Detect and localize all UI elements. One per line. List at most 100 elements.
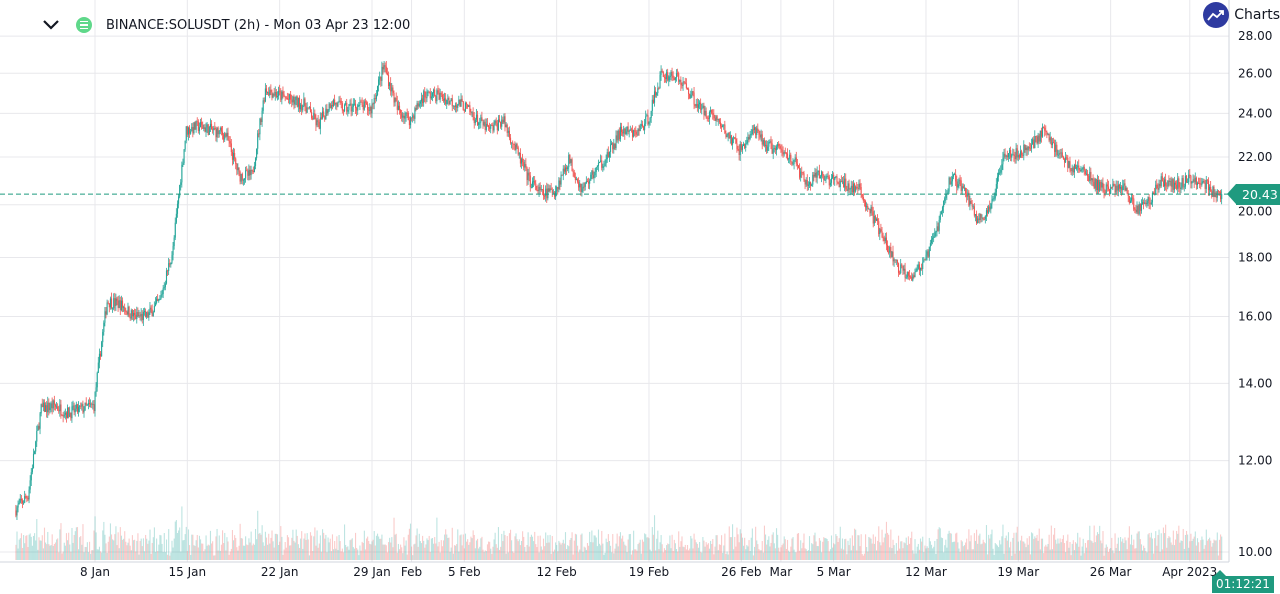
volume-bar	[577, 545, 579, 560]
volume-bar	[1002, 524, 1004, 560]
volume-bar	[1026, 538, 1028, 560]
volume-bar	[595, 537, 597, 560]
volume-bar	[863, 553, 866, 560]
candle-body	[727, 132, 729, 136]
volume-bar	[256, 539, 258, 560]
volume-bar	[533, 541, 535, 560]
candle-body	[236, 163, 238, 171]
candle-body	[1217, 190, 1219, 192]
volume-bar	[806, 550, 808, 560]
volume-bar	[1134, 548, 1136, 560]
volume-bar	[426, 538, 428, 560]
candle-body	[134, 312, 136, 315]
volume-bar	[989, 538, 991, 560]
volume-bar	[1189, 541, 1191, 560]
candle-body	[613, 144, 615, 150]
candle-body	[1098, 180, 1100, 191]
candle-body	[657, 88, 659, 94]
candle-body	[193, 122, 195, 134]
candle-body	[835, 176, 837, 178]
volume-bar	[1023, 541, 1025, 560]
volume-bar	[445, 529, 447, 560]
candle-body	[1113, 183, 1115, 185]
volume-bar	[171, 540, 173, 560]
volume-bar	[257, 510, 259, 560]
brand[interactable]: Charts	[1203, 2, 1280, 28]
candle-body	[482, 120, 484, 126]
volume-bar	[640, 553, 642, 560]
chevron-down-icon[interactable]	[40, 14, 62, 36]
volume-bar	[370, 544, 372, 560]
volume-bar	[593, 535, 595, 560]
candle-body	[1030, 144, 1033, 149]
volume-bar	[638, 542, 640, 560]
volume-bar	[678, 531, 680, 560]
candle-body	[213, 127, 215, 131]
candle-body	[786, 153, 789, 160]
volume-bar	[1046, 546, 1048, 560]
volume-bar	[649, 549, 651, 560]
volume-bar	[387, 542, 390, 560]
volume-bar	[48, 544, 50, 560]
volume-bar	[590, 542, 592, 560]
volume-bar	[161, 543, 163, 560]
time-axis[interactable]: 8 Jan 15 Jan 22 Jan 29 Jan Feb 5 Feb 12 Feb 19 …	[80, 565, 1217, 579]
candle-body	[198, 127, 201, 131]
candle-body	[1114, 184, 1116, 193]
candle-body	[789, 154, 791, 159]
candle-body	[523, 162, 525, 168]
volume-bar	[606, 542, 608, 560]
volume-bar	[524, 546, 526, 560]
candle-body	[269, 89, 271, 96]
candle-body	[1201, 181, 1203, 185]
volume-bar	[641, 539, 643, 560]
candle-body	[397, 105, 399, 110]
candle-body	[819, 176, 822, 179]
volume-bar	[26, 535, 28, 560]
volume-bar	[92, 550, 94, 560]
candle-body	[290, 94, 292, 100]
volume-bar	[192, 534, 194, 560]
grid	[0, 0, 1229, 562]
price-axis[interactable]: 10.0012.0014.0016.0018.0020.0022.0024.00…	[1238, 29, 1272, 559]
candle-body	[578, 181, 580, 188]
volume-bar	[359, 545, 361, 560]
candle-body	[101, 342, 103, 357]
volume-bar	[285, 547, 287, 560]
candle-body	[1107, 186, 1110, 190]
volume-bar	[385, 545, 387, 560]
volume-bar	[124, 531, 126, 560]
volume-bar	[506, 536, 508, 560]
candle-body	[799, 167, 801, 178]
candle-body	[513, 143, 515, 145]
volume-bar	[324, 538, 326, 560]
volume-bar	[579, 549, 581, 560]
candle-body	[412, 115, 414, 118]
candle-body	[824, 179, 826, 181]
volume-bar	[123, 538, 125, 560]
volume-bar	[494, 532, 496, 560]
candle-body	[364, 101, 366, 103]
candle-body	[258, 133, 260, 135]
volume-bar	[584, 547, 586, 560]
volume-bar	[78, 549, 80, 560]
volume-bar	[1037, 540, 1039, 560]
candle-body	[168, 263, 170, 272]
volume-bar	[1096, 532, 1099, 560]
volume-bar	[80, 536, 82, 560]
candle-body	[989, 206, 991, 210]
volume-bar	[298, 547, 301, 560]
candle-body	[1142, 202, 1144, 204]
candle-body	[646, 115, 648, 117]
candle-body	[847, 183, 849, 191]
volume-bar	[843, 549, 845, 560]
volume-bar	[1131, 534, 1133, 560]
candle-body	[57, 406, 59, 410]
candle-body	[415, 108, 417, 110]
volume-bar	[456, 544, 458, 560]
candle-body	[467, 104, 469, 107]
volume-bar	[542, 538, 545, 560]
volume-bar	[295, 529, 297, 560]
candle-body	[593, 175, 595, 179]
